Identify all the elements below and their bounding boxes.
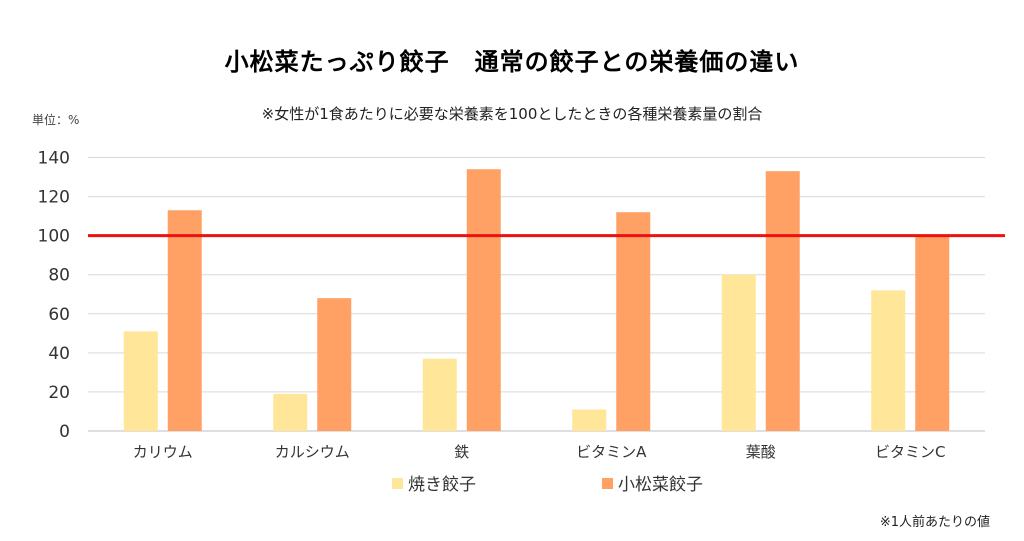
legend-swatch-komatsuna-gyoza [602,478,613,489]
bar-komatsuna-gyoza-3 [616,212,651,431]
y-tick-label-80: 80 [48,266,70,286]
chart-title: 小松菜たっぷり餃子 通常の餃子との栄養価の違い [224,48,800,76]
bar-komatsuna-gyoza-2 [466,169,501,431]
bar-yaki-gyoza-4 [721,274,756,431]
x-category-label-3: ビタミンA [576,443,647,461]
bar-komatsuna-gyoza-0 [167,210,202,431]
x-category-label-2: 鉄 [454,443,469,461]
footnote: ※1人前あたりの値 [879,515,990,530]
bar-komatsuna-gyoza-1 [317,298,352,431]
unit-label: 単位：% [32,113,80,127]
bar-komatsuna-gyoza-4 [765,171,800,432]
bar-yaki-gyoza-0 [123,331,158,431]
y-tick-label-100: 100 [38,227,70,247]
x-category-label-0: カリウム [133,443,193,461]
legend-swatch-yaki-gyoza [392,478,403,489]
x-category-label-4: 葉酸 [746,443,776,461]
x-category-label-1: カルシウム [275,443,350,461]
bar-komatsuna-gyoza-5 [915,235,950,431]
y-tick-label-20: 20 [48,383,70,403]
y-tick-label-140: 140 [38,149,70,169]
y-tick-label-120: 120 [38,188,70,208]
bar-yaki-gyoza-1 [273,393,308,431]
chart-subtitle: ※女性が1食あたりに必要な栄養素を100としたときの各種栄養素量の割合 [261,105,763,123]
y-tick-label-40: 40 [48,344,70,364]
bar-yaki-gyoza-5 [871,290,906,431]
x-category-label-5: ビタミンC [875,443,945,461]
bar-yaki-gyoza-2 [422,358,457,431]
y-tick-label-0: 0 [59,422,70,442]
y-tick-label-60: 60 [48,305,70,325]
legend-label-komatsuna-gyoza: 小松菜餃子 [618,475,703,495]
legend-label-yaki-gyoza: 焼き餃子 [408,475,476,495]
bar-yaki-gyoza-3 [572,409,607,431]
